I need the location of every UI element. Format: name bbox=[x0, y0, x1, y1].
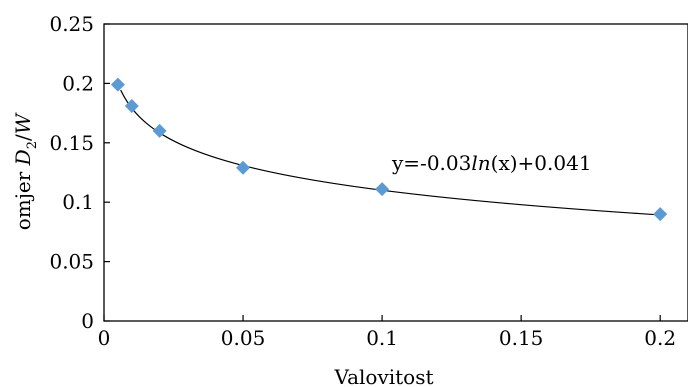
trendline-equation-post: (x)+0.041 bbox=[491, 151, 592, 175]
y-axis-title-prefix: omjer bbox=[11, 165, 35, 230]
y-axis-title-var: D bbox=[11, 149, 35, 166]
data-points bbox=[110, 77, 668, 222]
data-point bbox=[110, 77, 125, 92]
data-point bbox=[653, 207, 668, 222]
x-axis-title: Valovitost bbox=[333, 365, 433, 387]
x-tick-label: 0.15 bbox=[499, 326, 544, 350]
ticks: 0 0.05 0.1 0.15 0.2 0 0.05 0.1 0.15 0.2 0.25 bbox=[49, 12, 676, 350]
data-point bbox=[152, 123, 167, 138]
x-tick-label: 0.05 bbox=[221, 326, 266, 350]
y-tick-label: 0.25 bbox=[49, 12, 94, 36]
y-axis-title: omjer D2/W bbox=[11, 112, 40, 230]
y-tick-label: 0.05 bbox=[49, 250, 94, 274]
y-axis-title-slash: / bbox=[11, 134, 35, 141]
y-tick-label: 0.15 bbox=[49, 131, 94, 155]
x-tick-label: 0.1 bbox=[366, 326, 398, 350]
x-tick-label: 0.2 bbox=[644, 326, 676, 350]
data-point bbox=[236, 160, 251, 175]
y-axis-title-sub: 2 bbox=[25, 141, 40, 149]
trendline-equation: y=-0.03ln(x)+0.041 bbox=[391, 151, 592, 175]
y-tick-label: 0 bbox=[81, 309, 94, 333]
data-point bbox=[124, 98, 139, 113]
data-point bbox=[375, 182, 390, 197]
y-axis-title-var2: W bbox=[11, 112, 35, 134]
x-tick-label: 0 bbox=[98, 326, 111, 350]
trendline-equation-pre: y=-0.03 bbox=[391, 151, 471, 175]
y-tick-label: 0.2 bbox=[62, 71, 94, 95]
plot-frame bbox=[103, 23, 688, 322]
y-tick-label: 0.1 bbox=[62, 190, 94, 214]
trendline-equation-fn: ln bbox=[471, 151, 490, 175]
